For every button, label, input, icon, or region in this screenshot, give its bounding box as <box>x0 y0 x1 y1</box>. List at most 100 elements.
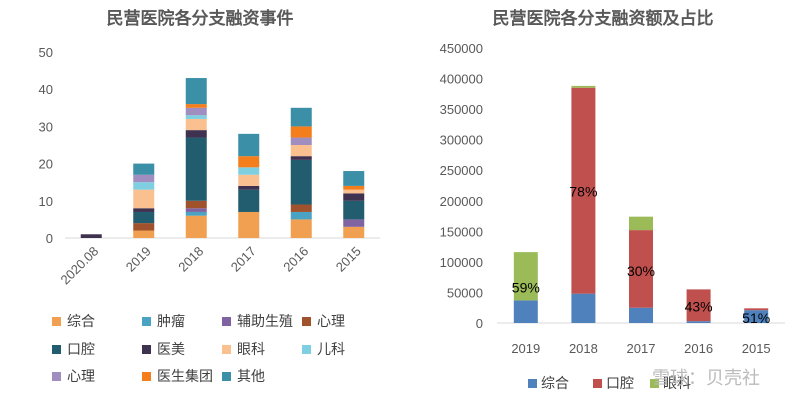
chart2-bar-segment <box>629 230 653 308</box>
chart1-title: 民营医院各分支融资事件 <box>107 8 294 29</box>
chart1-bar-segment <box>238 133 260 157</box>
chart2-bar-segment <box>571 87 596 294</box>
chart1-legend-label: 综合 <box>67 314 95 330</box>
watermark-text: 雪球：贝壳社 <box>652 368 760 389</box>
chart1-bar-segment <box>185 104 207 108</box>
chart1-legend-label: 其他 <box>237 369 265 385</box>
chart2-bar-segment <box>744 308 769 311</box>
chart1-bar-segment <box>238 167 260 175</box>
chart1-legend-swatch <box>302 345 311 354</box>
chart1-plot: 0 10 20 30 40 50 2020.08 2019 2018 2017 2016 2015 <box>39 45 380 287</box>
chart2-ytick-label: 450000 <box>440 41 483 56</box>
chart2-percent-label: 51% <box>742 310 770 326</box>
chart1-legend-label: 口腔 <box>67 342 95 358</box>
chart2-percent-label: 43% <box>685 299 713 315</box>
chart2-xtick-label: 2019 <box>511 341 540 356</box>
chart1-legend-label: 医生集团 <box>157 368 213 385</box>
chart1-legend-label: 心理 <box>67 369 95 385</box>
chart1-bar-segment <box>290 211 312 220</box>
chart1-bar-segment <box>133 163 155 175</box>
chart1-bar-segment <box>343 219 365 227</box>
chart1-legend-swatch <box>52 372 61 381</box>
chart2-bar-segment <box>513 252 538 301</box>
chart1-legend-label: 眼科 <box>237 342 265 358</box>
chart1-xtick-label: 2020.08 <box>58 244 102 288</box>
chart1-ytick-label: 40 <box>39 82 53 97</box>
chart1-ytick-label: 30 <box>39 119 53 134</box>
chart1-ytick-label: 20 <box>39 157 53 172</box>
chart1-bar-segment <box>133 223 155 231</box>
chart2-legend: 综合 口腔 眼科 <box>528 376 691 392</box>
chart1-bar-segment <box>133 174 155 183</box>
chart2-bar-segment <box>571 85 596 88</box>
chart1-bar-segment <box>238 211 260 238</box>
chart2-percent-label: 59% <box>512 280 540 296</box>
chart2-title: 民营医院各分支融资额及占比 <box>493 8 714 29</box>
chart1-bar-segment <box>290 156 312 160</box>
chart2-ytick-label: 400000 <box>440 72 483 87</box>
chart1-bar-segment <box>185 215 207 238</box>
chart1-bar-segment <box>133 208 155 212</box>
chart2-bar-segment <box>571 293 596 323</box>
chart1-bar-segment <box>343 171 365 186</box>
chart2-plot: 0 50000 100000 150000 200000 250000 300000 3500… <box>440 41 785 356</box>
chart1-xtick-label: 2015 <box>333 244 364 275</box>
chart1-bar-segment <box>343 226 365 238</box>
chart2-ytick-label: 250000 <box>440 163 483 178</box>
chart1-bar-segment <box>238 174 260 186</box>
chart2-xtick-label: 2017 <box>627 341 656 356</box>
chart1-bar-segment <box>290 137 312 145</box>
chart2-legend-label: 口腔 <box>606 376 634 392</box>
chart1-bar-segment <box>290 219 312 238</box>
chart2-ytick-label: 50000 <box>447 285 483 300</box>
chart1-xtick-label: 2018 <box>175 244 206 275</box>
chart1-legend-label: 儿科 <box>317 342 345 358</box>
chart2-ytick-label: 100000 <box>440 255 483 270</box>
chart1-bar-segment <box>133 189 155 209</box>
chart1-bar-segment <box>343 189 365 194</box>
chart1-legend-swatch <box>52 317 61 326</box>
chart1-legend-swatch <box>142 372 151 381</box>
chart1-legend-swatch <box>52 345 61 354</box>
chart1-bar-segment <box>133 182 155 190</box>
chart1-bar-segment <box>185 211 207 216</box>
chart2-ytick-label: 0 <box>476 316 483 331</box>
chart2-ytick-label: 200000 <box>440 194 483 209</box>
chart2-bar-segment <box>686 289 711 322</box>
chart1-legend-swatch <box>222 372 231 381</box>
chart1-bar-segment <box>343 200 365 220</box>
chart1-legend-label: 肿瘤 <box>157 313 185 330</box>
chart2-xtick-label: 2016 <box>684 341 713 356</box>
chart1-bar-segment <box>185 208 207 212</box>
chart1-bar-segment <box>185 118 207 131</box>
chart1-bar-segment <box>185 107 207 116</box>
chart1-bar-segment <box>185 200 207 209</box>
chart1-bar-segment <box>133 230 155 238</box>
chart2-bar-segment <box>686 321 711 323</box>
chart1-bar-segment <box>343 185 365 190</box>
chart2-xtick-label: 2015 <box>742 341 771 356</box>
chart1-bar-segment <box>290 159 312 205</box>
chart2-bar-segment <box>513 300 538 323</box>
chart2-ytick-label: 350000 <box>440 102 483 117</box>
chart1-legend-label: 辅助生殖 <box>237 313 293 330</box>
chart1-bar-segment <box>80 234 102 238</box>
chart1-bar-segment <box>290 126 312 138</box>
chart2-legend-label: 综合 <box>541 376 569 392</box>
chart2-percent-label: 30% <box>627 263 655 279</box>
chart2-ytick-label: 150000 <box>440 224 483 239</box>
chart1-legend-swatch <box>302 317 311 326</box>
chart1-legend-swatch <box>142 317 151 326</box>
chart1-bar-segment <box>238 189 260 212</box>
chart1-bar-segment <box>290 145 312 157</box>
chart1-legend-swatch <box>222 345 231 354</box>
chart2-legend-label: 眼科 <box>663 376 691 392</box>
chart1-bar-segment <box>133 211 155 224</box>
chart1-xtick-label: 2017 <box>228 244 259 275</box>
chart1-legend-swatch <box>142 345 151 354</box>
chart1-bar-segment <box>185 130 207 138</box>
chart2-ytick-label: 300000 <box>440 133 483 148</box>
chart1-xtick-label: 2019 <box>123 244 154 275</box>
